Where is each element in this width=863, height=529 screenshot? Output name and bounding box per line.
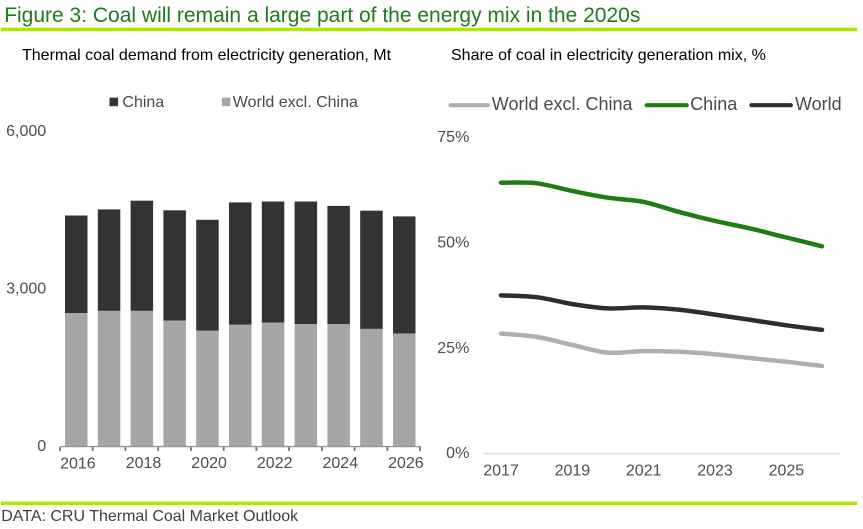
svg-text:Figure 3: Coal will remain a l: Figure 3: Coal will remain a large part … [4,4,640,27]
svg-text:75%: 75% [437,129,469,146]
svg-text:3,000: 3,000 [6,281,46,298]
svg-text:2020: 2020 [191,455,227,472]
svg-text:China: China [122,94,164,111]
svg-text:2017: 2017 [483,463,519,480]
svg-text:2023: 2023 [697,463,733,480]
svg-text:2025: 2025 [769,463,805,480]
svg-text:2016: 2016 [60,456,96,473]
svg-text:2018: 2018 [126,455,162,472]
svg-text:2026: 2026 [388,455,424,472]
svg-text:Thermal coal demand from elect: Thermal coal demand from electricity gen… [22,47,392,64]
svg-text:50%: 50% [437,235,469,252]
svg-text:World excl. China: World excl. China [233,94,358,111]
svg-text:World: World [795,94,842,114]
svg-text:Share of coal in electricity g: Share of coal in electricity generation … [451,47,766,64]
svg-text:2022: 2022 [257,455,293,472]
svg-text:0: 0 [37,438,46,455]
svg-text:2024: 2024 [323,455,359,472]
svg-text:World excl. China: World excl. China [492,94,634,114]
svg-text:2019: 2019 [555,463,591,480]
svg-text:2021: 2021 [626,463,662,480]
svg-text:China: China [690,94,738,114]
svg-text:DATA: CRU Thermal Coal Market: DATA: CRU Thermal Coal Market Outlook [1,508,299,525]
svg-text:6,000: 6,000 [6,123,46,140]
svg-text:25%: 25% [437,340,469,357]
svg-text:0%: 0% [446,445,469,462]
